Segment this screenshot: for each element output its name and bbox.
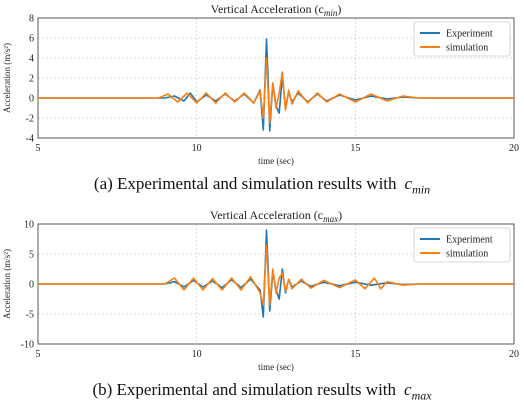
legend-entry: Experiment	[446, 29, 493, 40]
x-tick-label: 10	[192, 143, 202, 154]
y-tick-label: 5	[29, 250, 34, 261]
x-axis-label: time (sec)	[258, 156, 294, 166]
y-tick-label: -2	[26, 114, 34, 125]
y-tick-label: 0	[29, 94, 34, 105]
plot-frame	[37, 17, 515, 139]
y-axis-label: Acceleration (m/s²)	[2, 249, 12, 319]
chart-title: Vertical Acceleration (cmax)	[210, 208, 342, 224]
caption-b-symbol: cmax	[404, 380, 432, 403]
x-tick-label: 5	[36, 349, 41, 360]
caption-a: (a) Experimental and simulation results …	[0, 174, 524, 197]
x-tick-label: 20	[509, 349, 519, 360]
x-tick-label: 15	[350, 349, 360, 360]
series-line-simulation	[38, 244, 514, 306]
legend-entry: Experiment	[446, 235, 493, 246]
y-tick-label: 4	[29, 54, 34, 65]
x-axis-label: time (sec)	[258, 362, 294, 372]
x-tick-label: 20	[509, 143, 519, 154]
y-axis-label: Acceleration (m/s²)	[2, 43, 12, 113]
x-tick-label: 15	[350, 143, 360, 154]
caption-a-symbol: cmin	[404, 174, 431, 197]
series-line-simulation	[38, 57, 514, 124]
y-tick-label: 8	[29, 14, 34, 25]
caption-a-text: (a) Experimental and simulation results …	[93, 174, 397, 193]
caption-b-text: (b) Experimental and simulation results …	[92, 380, 397, 399]
legend-entry: simulation	[446, 43, 488, 54]
y-tick-label: -10	[21, 340, 34, 351]
x-tick-label: 5	[36, 143, 41, 154]
legend-entry: simulation	[446, 249, 488, 260]
chart-b: Vertical Acceleration (cmax) 5 10 15 20 -10 -5…	[2, 208, 519, 372]
y-tick-label: 2	[29, 74, 34, 85]
y-tick-label: 10	[24, 220, 34, 231]
y-tick-label: 0	[29, 280, 34, 291]
chart-title: Vertical Acceleration (cmin)	[211, 2, 342, 18]
x-tick-label: 10	[192, 349, 202, 360]
y-tick-label: -5	[26, 310, 34, 321]
y-tick-label: 6	[29, 34, 34, 45]
y-tick-label: -4	[26, 134, 34, 145]
chart-a: Vertical Acceleration (cmin) 5 10 15 20 -4 -2 0…	[2, 2, 519, 166]
caption-b: (b) Experimental and simulation results …	[0, 380, 524, 403]
